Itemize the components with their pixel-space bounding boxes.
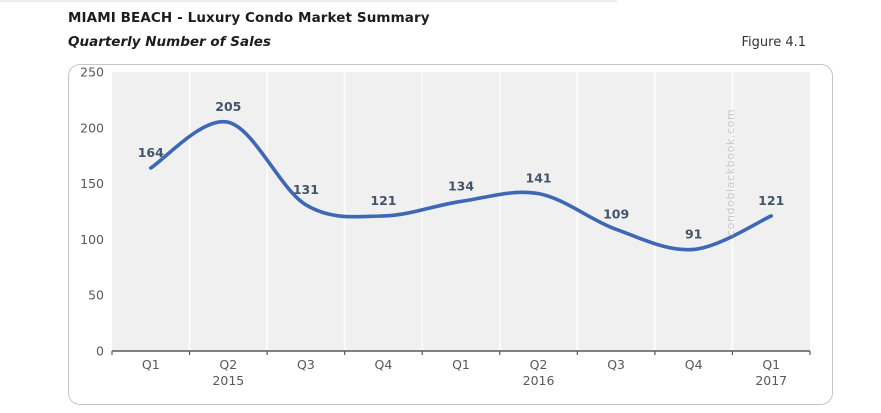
x-axis-year-label: 2017 bbox=[755, 373, 787, 388]
x-axis-category-label: Q3 bbox=[297, 357, 315, 372]
plot-area bbox=[112, 72, 810, 351]
y-axis-tick-label: 100 bbox=[80, 232, 104, 247]
x-axis-category-label: Q4 bbox=[685, 357, 703, 372]
figure-number-label: Figure 4.1 bbox=[741, 35, 807, 50]
sales-line-series bbox=[148, 119, 774, 252]
x-axis-category-label: Q3 bbox=[607, 357, 625, 372]
data-label: 121 bbox=[370, 193, 396, 208]
x-axis-year-label: 2016 bbox=[523, 373, 555, 388]
data-label: 205 bbox=[215, 99, 241, 114]
chart-subtitle: Quarterly Number of Sales bbox=[68, 34, 271, 50]
x-axis-category-label: Q1 bbox=[452, 357, 470, 372]
y-axis-tick-label: 0 bbox=[96, 344, 104, 359]
x-axis-category-label: Q4 bbox=[375, 357, 393, 372]
data-label: 121 bbox=[758, 193, 784, 208]
sales-line-chart: 0 50 100 150 200 250 Q1 Q2 Q3 Q4 Q1 Q2 Q3 Q4 Q1 2015 201… bbox=[80, 65, 811, 388]
y-axis-tick-label: 50 bbox=[88, 288, 104, 303]
data-label: 134 bbox=[448, 178, 474, 193]
data-label: 141 bbox=[526, 171, 552, 186]
x-axis-category-label: Q1 bbox=[762, 357, 780, 372]
top-divider bbox=[0, 0, 617, 2]
x-axis-year-label: 2015 bbox=[212, 373, 244, 388]
page-title: MIAMI BEACH - Luxury Condo Market Summar… bbox=[68, 10, 430, 26]
data-label: 109 bbox=[603, 206, 629, 221]
data-label: 91 bbox=[685, 226, 702, 241]
y-axis-tick-label: 200 bbox=[80, 120, 104, 135]
y-axis-tick-label: 150 bbox=[80, 176, 104, 191]
data-label: 131 bbox=[293, 182, 319, 197]
chart-card: 0 50 100 150 200 250 Q1 Q2 Q3 Q4 Q1 Q2 Q3 Q4 Q1 2015 201… bbox=[68, 64, 833, 405]
y-axis-tick-label: 250 bbox=[80, 65, 104, 80]
x-axis-category-label: Q2 bbox=[530, 357, 548, 372]
data-label: 164 bbox=[138, 145, 164, 160]
x-axis-category-label: Q2 bbox=[219, 357, 237, 372]
watermark: condoblackbook.com bbox=[724, 108, 737, 236]
x-axis-category-label: Q1 bbox=[142, 357, 160, 372]
